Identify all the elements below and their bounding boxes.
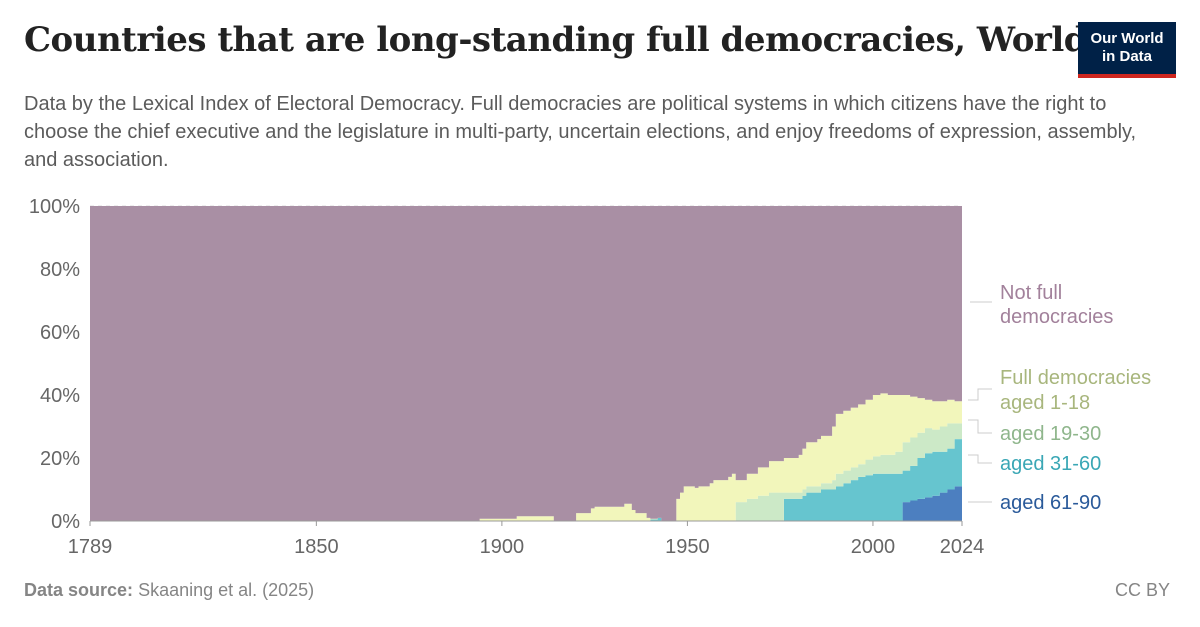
label-not-full-line1: Not full — [1000, 282, 1062, 304]
connector-aged-31-60 — [968, 454, 992, 464]
label-aged-61-90: aged 61-90 — [1000, 492, 1101, 514]
tick-labels: 0% 20% 40% 60% 80% 100% 1789 1850 1900 1950 2000 20… — [29, 196, 984, 558]
y-tick-label: 40% — [40, 385, 80, 407]
area-not-full-democracies — [90, 206, 962, 521]
label-full-line1: Full democracies — [1000, 367, 1151, 389]
x-tick-label: 1850 — [294, 536, 339, 558]
license[interactable]: CC BY — [1114, 580, 1170, 600]
data-source: Data source: Skaaning et al. (2025) — [24, 580, 314, 601]
label-aged-31-60: aged 31-60 — [1000, 453, 1101, 475]
label-aged-19-30: aged 19-30 — [1000, 423, 1101, 445]
logo-line-1: Our World — [1090, 30, 1164, 47]
y-tick-label: 0% — [51, 511, 80, 533]
data-source-label: Data source: — [24, 580, 134, 600]
x-tick-label: 1900 — [480, 536, 525, 558]
label-full-line2: aged 1-18 — [1000, 392, 1090, 414]
axes — [89, 520, 963, 526]
x-tick-label: 2024 — [940, 536, 985, 558]
connector-aged-19-30 — [968, 419, 992, 434]
label-not-full-line2: democracies — [1000, 306, 1113, 328]
y-tick-label: 20% — [40, 448, 80, 470]
chart-subtitle: Data by the Lexical Index of Electoral D… — [24, 93, 1137, 171]
y-tick-label: 80% — [40, 259, 80, 281]
area-aged-31-60 — [90, 428, 962, 521]
series-labels: Not full democracies Full democracies ag… — [968, 282, 1151, 514]
owid-logo[interactable]: Our World in Data — [1078, 22, 1176, 78]
y-tick-label: 100% — [29, 196, 80, 218]
logo-line-2: in Data — [1101, 48, 1152, 65]
x-tick-label: 1950 — [665, 536, 710, 558]
area-series — [90, 206, 962, 521]
data-source-text[interactable]: Skaaning et al. (2025) — [138, 580, 315, 600]
y-tick-label: 60% — [40, 322, 80, 344]
connector-full-1-18 — [968, 388, 992, 401]
area-full-democracies-aged-1-18 — [90, 393, 962, 521]
chart-title: Countries that are long-standing full de… — [24, 20, 1088, 60]
x-tick-label: 2000 — [851, 536, 896, 558]
x-tick-label: 1789 — [68, 536, 113, 558]
